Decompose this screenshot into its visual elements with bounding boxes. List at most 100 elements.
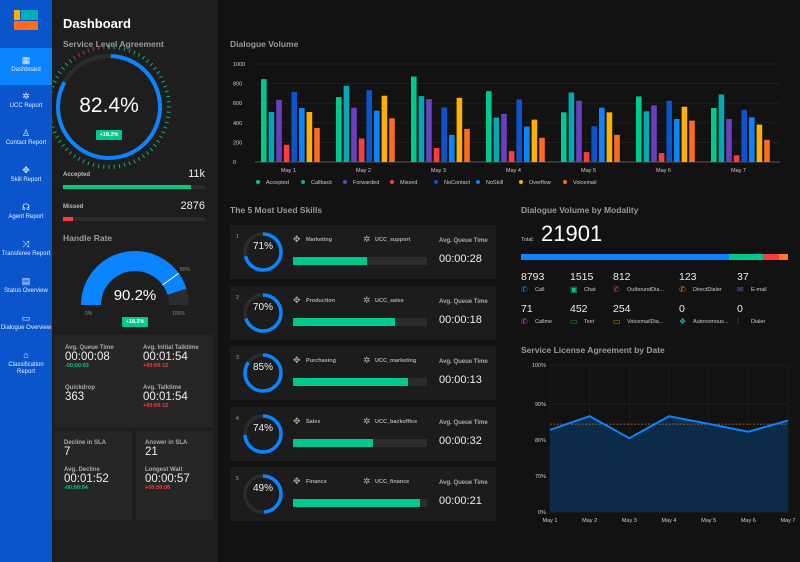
gauge-tick	[73, 154, 77, 159]
x-tick-label: May 2	[356, 168, 371, 174]
bar-overflow	[381, 95, 388, 162]
bar-voicemail	[539, 137, 545, 162]
gauge-tick	[149, 62, 154, 67]
modality-count: 0	[679, 303, 685, 315]
gauge-tick	[87, 161, 90, 166]
skill-ucc: UCC_support	[375, 237, 411, 243]
stat-value: 00:00:57	[145, 473, 190, 485]
skill-icon: ✥	[293, 415, 301, 426]
stat-label: Avg. Decline	[64, 467, 100, 473]
legend-label: NoSkill	[486, 180, 503, 186]
x-tick-label: May 6	[741, 518, 756, 524]
bar-forwarded	[651, 105, 657, 162]
sidebar-item-dashboard[interactable]: ▦ Dashboard	[0, 48, 52, 85]
queue-time-value: 00:00:32	[439, 434, 482, 447]
gauge-fill	[81, 251, 187, 306]
handle-rate-value: 90.2%	[113, 287, 157, 304]
sms-icon: ▭	[570, 317, 578, 326]
gauge-tick	[118, 45, 121, 50]
sidebar: ▦ Dashboard ✲ UCC Report ♙ Contact Repor…	[0, 0, 52, 562]
skill-percent: 70%	[252, 301, 273, 313]
skill-donut	[243, 474, 283, 514]
skill-bar	[293, 317, 427, 326]
skill-donut	[243, 232, 283, 272]
x-tick-label: May 4	[662, 518, 677, 524]
x-tick-label: May 7	[731, 168, 746, 174]
donut-fill	[243, 353, 283, 393]
bar-voicemail	[464, 128, 470, 162]
skill-card[interactable]: 1 71% ✥ Marketing ✲ UCC_support Avg. Que…	[230, 225, 496, 279]
y-tick-label: 800	[233, 82, 242, 88]
bar-overflow	[531, 119, 538, 162]
gauge-tick	[61, 66, 65, 71]
modality-label: OutboundDia...	[627, 287, 664, 293]
skill-card[interactable]: 4 74% ✥ Sales ✲ UCC_backoffice Avg. Queu…	[230, 406, 496, 461]
bar-voicemail	[314, 127, 320, 162]
sidebar-item-dialogue-overview[interactable]: ▭ Dialogue Overview	[0, 307, 52, 344]
modality-segment	[521, 254, 730, 260]
modality-label: Dialer	[751, 319, 766, 325]
gauge-tick	[52, 85, 55, 88]
sidebar-item-transferee-report[interactable]: ⤨ Transferee Report	[0, 233, 52, 270]
missed-bar	[63, 217, 205, 221]
legend-marker	[434, 180, 438, 184]
modality-count: 0	[737, 303, 743, 315]
gauge-min-label: 0%	[85, 311, 93, 317]
bar-nocontact	[666, 100, 672, 162]
skill-percent: 85%	[252, 362, 273, 373]
sidebar-item-agent-report[interactable]: ☊ Agent Report	[0, 196, 52, 233]
legend-marker	[390, 180, 394, 184]
bar-accepted	[636, 96, 642, 162]
skill-bar	[293, 438, 427, 447]
missed-value: 2876	[180, 200, 205, 212]
sidebar-item-status-overview[interactable]: ▤ Status Overview	[0, 270, 52, 307]
sidebar-item-label: Dashboard	[11, 67, 41, 73]
bar-missed	[733, 155, 740, 162]
gauge-tick	[97, 164, 100, 169]
sla-title: Service Level Agreement	[63, 39, 164, 49]
sidebar-item-ucc-report[interactable]: ✲ UCC Report	[0, 85, 52, 122]
gauge-tick	[166, 116, 171, 119]
skill-card[interactable]: 2 70% ✥ Production ✲ UCC_sales Avg. Queu…	[230, 285, 496, 340]
gauge-tick	[57, 139, 62, 143]
modality-label: E-mail	[751, 287, 767, 293]
queue-time-label: Avg. Queue Time	[439, 238, 488, 244]
user-icon: ♙	[21, 128, 31, 138]
stat-value: 00:00:08	[65, 351, 110, 363]
stat-delta: +00:00:12	[143, 363, 169, 369]
time-stats-card: Avg. Queue Time 00:00:08 -00:00:03 Avg. …	[55, 335, 213, 427]
bar-noskill	[599, 107, 605, 162]
skill-rank: 2	[236, 294, 239, 301]
bar-callback	[493, 117, 500, 162]
modality-count: 123	[679, 271, 697, 283]
gauge-tick	[52, 121, 54, 123]
skill-name: Sales	[306, 418, 321, 425]
stat-longest-wait: Longest Wait 00:00:57 +00:00:06	[145, 467, 190, 491]
skill-card[interactable]: 5 49% ✥ Finance ✲ UCC_finance Avg. Queue…	[230, 467, 496, 521]
bar-voicemail	[614, 134, 620, 162]
sidebar-item-classification-report[interactable]: ⌂ Classification Report	[0, 344, 52, 381]
modality-label: Text	[584, 319, 595, 325]
area-fill	[550, 416, 788, 512]
sidebar-item-skill-report[interactable]: ✥ Skill Report	[0, 159, 52, 196]
gauge-tick	[123, 46, 126, 52]
stat-delta: +00:00:12	[143, 403, 169, 409]
bar-voicemail	[389, 118, 395, 162]
bar-callback	[718, 94, 725, 162]
phone-outbound-icon: ✆	[613, 285, 620, 294]
skills-title: The 5 Most Used Skills	[230, 205, 323, 215]
stat-answer-in-sla: Answer in SLA 21	[145, 440, 187, 458]
dialpad-icon: ⁞	[737, 317, 740, 326]
skill-card[interactable]: 3 85% ✥ Purchasing ✲ UCC_marketing Avg. …	[230, 346, 496, 400]
sidebar-item-contact-report[interactable]: ♙ Contact Report	[0, 122, 52, 159]
stat-value: 21	[145, 446, 158, 458]
transfer-icon: ⤨	[22, 239, 30, 249]
skill-rank: 1	[236, 234, 239, 240]
donut-fill	[243, 292, 283, 333]
stat-label: Decline in SLA	[64, 440, 107, 446]
queue-time-value: 00:00:28	[439, 253, 482, 265]
gauge-tick	[156, 139, 161, 143]
bar-overflow	[681, 106, 688, 162]
queue-time-label: Avg. Queue Time	[439, 480, 488, 486]
grid-icon: ▦	[21, 55, 31, 65]
